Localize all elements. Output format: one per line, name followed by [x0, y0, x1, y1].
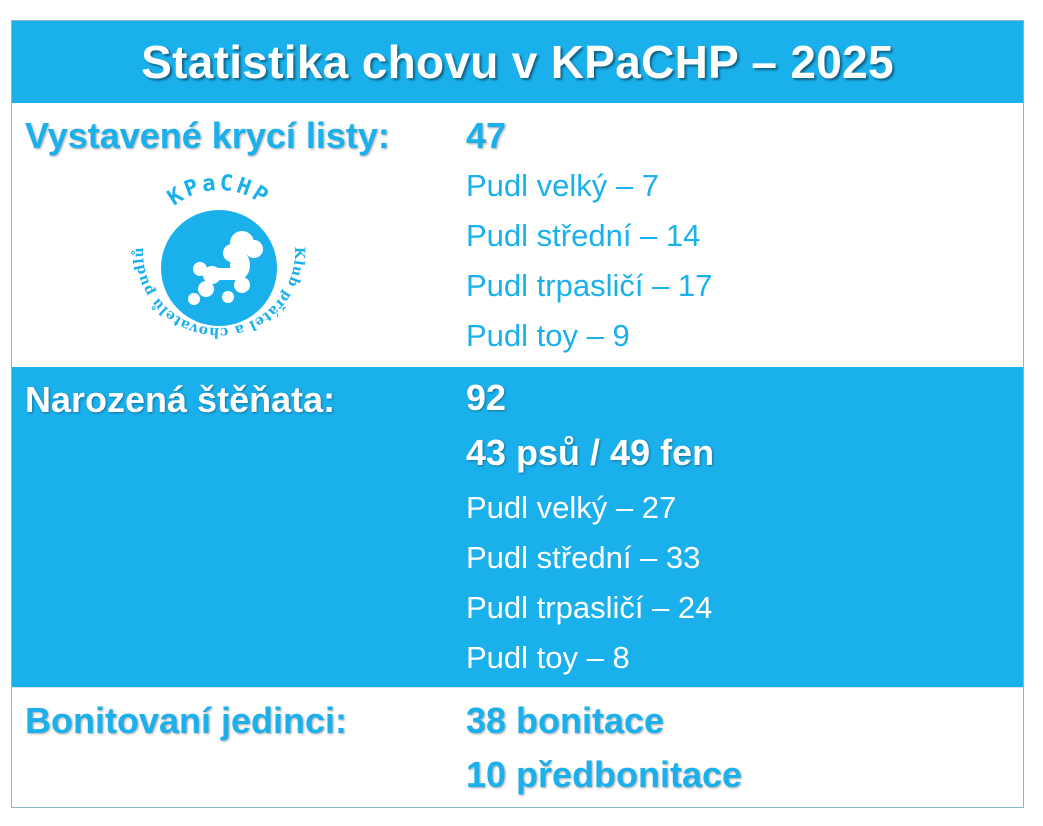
- list-item: Pudl trpasličí – 17: [466, 268, 713, 303]
- section-values: 47 Pudl velký – 7 Pudl střední – 14 Pudl…: [466, 111, 712, 361]
- list-item: 38 bonitace: [466, 700, 665, 741]
- section-puppies-born: Narozená štěňata: 92 43 psů / 49 fen Pud…: [12, 367, 1023, 687]
- svg-text:KPaCHP: KPaCHP: [163, 171, 274, 211]
- list-item: Pudl střední – 14: [466, 218, 701, 253]
- section-values: 38 bonitace 10 předbonitace: [466, 694, 742, 802]
- page-title: Statistika chovu v KPaCHP – 2025: [141, 36, 894, 88]
- list-item: Pudl střední – 33: [466, 540, 701, 575]
- section-evaluated-dogs: Bonitovaní jedinci: 38 bonitace 10 předb…: [12, 687, 1023, 807]
- section-values: 92 43 psů / 49 fen Pudl velký – 27 Pudl …: [466, 373, 714, 683]
- section-label: Bonitovaní jedinci:: [25, 700, 348, 741]
- list-item: Pudl toy – 9: [466, 318, 630, 353]
- poodle-logo-icon: KPaCHP Klub přátel a chovatelů pudlů: [130, 171, 307, 341]
- list-item: 10 předbonitace: [466, 754, 743, 795]
- list-item: Pudl trpasličí – 24: [466, 590, 713, 625]
- list-item: Pudl toy – 8: [466, 640, 630, 675]
- section-label: Vystavené krycí listy:: [25, 115, 390, 156]
- section-mating-certificates: Vystavené krycí listy: KPaCHP Klub přáte…: [12, 103, 1023, 367]
- total-value: 47: [466, 115, 507, 156]
- title-bar: Statistika chovu v KPaCHP – 2025: [12, 21, 1023, 103]
- split-value: 43 psů / 49 fen: [466, 432, 715, 473]
- statistics-card: Statistika chovu v KPaCHP – 2025 Vystave…: [11, 20, 1024, 808]
- section-label: Narozená štěňata:: [25, 379, 336, 420]
- list-item: Pudl velký – 7: [466, 168, 659, 203]
- total-value: 92: [466, 377, 507, 418]
- list-item: Pudl velký – 27: [466, 490, 677, 525]
- logo-top-text: KPaCHP: [163, 171, 271, 211]
